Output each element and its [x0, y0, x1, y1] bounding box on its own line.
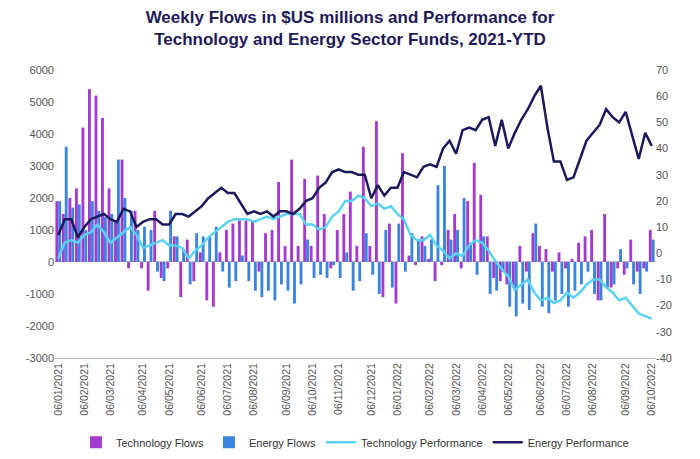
svg-text:06/01/2022: 06/01/2022	[391, 363, 403, 416]
svg-text:-30: -30	[656, 326, 672, 338]
svg-text:Weekly Flows in $US millions a: Weekly Flows in $US millions and Perform…	[146, 8, 555, 49]
svg-text:06/02/2022: 06/02/2022	[423, 363, 435, 416]
svg-text:06/08/2021: 06/08/2021	[247, 363, 259, 416]
svg-text:-1000: -1000	[26, 288, 54, 300]
svg-text:5000: 5000	[30, 96, 54, 108]
svg-text:60: 60	[656, 90, 668, 102]
svg-text:-2000: -2000	[26, 320, 54, 332]
svg-text:06/06/2021: 06/06/2021	[195, 363, 207, 416]
svg-text:-3000: -3000	[26, 352, 54, 364]
svg-text:Energy Flows: Energy Flows	[249, 436, 316, 448]
svg-text:06/11/2021: 06/11/2021	[332, 363, 344, 415]
svg-text:06/09/2021: 06/09/2021	[280, 363, 292, 416]
svg-text:10: 10	[656, 221, 668, 233]
svg-text:06/03/2022: 06/03/2022	[450, 363, 462, 416]
svg-text:06/05/2022: 06/05/2022	[502, 363, 514, 416]
svg-text:06/01/2021: 06/01/2021	[52, 363, 64, 416]
svg-text:0: 0	[48, 256, 54, 268]
svg-text:50: 50	[656, 116, 668, 128]
svg-text:Energy Performance: Energy Performance	[528, 436, 629, 448]
svg-text:40: 40	[656, 142, 668, 154]
svg-text:0: 0	[656, 247, 662, 259]
svg-text:Technology Flows: Technology Flows	[116, 436, 204, 448]
svg-text:06/07/2021: 06/07/2021	[221, 363, 233, 416]
svg-text:06/04/2022: 06/04/2022	[476, 363, 488, 416]
svg-text:06/07/2022: 06/07/2022	[560, 363, 572, 416]
svg-text:30: 30	[656, 169, 668, 181]
svg-text:-20: -20	[656, 299, 672, 311]
svg-text:06/10/2022: 06/10/2022	[645, 363, 657, 416]
svg-text:4000: 4000	[30, 128, 54, 140]
svg-text:06/10/2021: 06/10/2021	[306, 363, 318, 416]
svg-text:-10: -10	[656, 273, 672, 285]
svg-text:06/05/2021: 06/05/2021	[163, 363, 175, 416]
svg-text:06/12/2021: 06/12/2021	[365, 363, 377, 416]
svg-text:06/04/2021: 06/04/2021	[136, 363, 148, 416]
svg-text:70: 70	[656, 64, 668, 76]
svg-text:3000: 3000	[30, 160, 54, 172]
svg-text:1000: 1000	[30, 224, 54, 236]
svg-text:06/06/2022: 06/06/2022	[534, 363, 546, 416]
svg-text:Technology Performance: Technology Performance	[361, 436, 483, 448]
svg-text:-40: -40	[656, 352, 672, 364]
svg-text:06/08/2022: 06/08/2022	[586, 363, 598, 416]
svg-text:06/03/2021: 06/03/2021	[104, 363, 116, 416]
svg-text:06/02/2021: 06/02/2021	[78, 363, 90, 416]
svg-text:2000: 2000	[30, 192, 54, 204]
svg-text:06/09/2022: 06/09/2022	[619, 363, 631, 416]
svg-text:20: 20	[656, 195, 668, 207]
svg-text:6000: 6000	[30, 64, 54, 76]
